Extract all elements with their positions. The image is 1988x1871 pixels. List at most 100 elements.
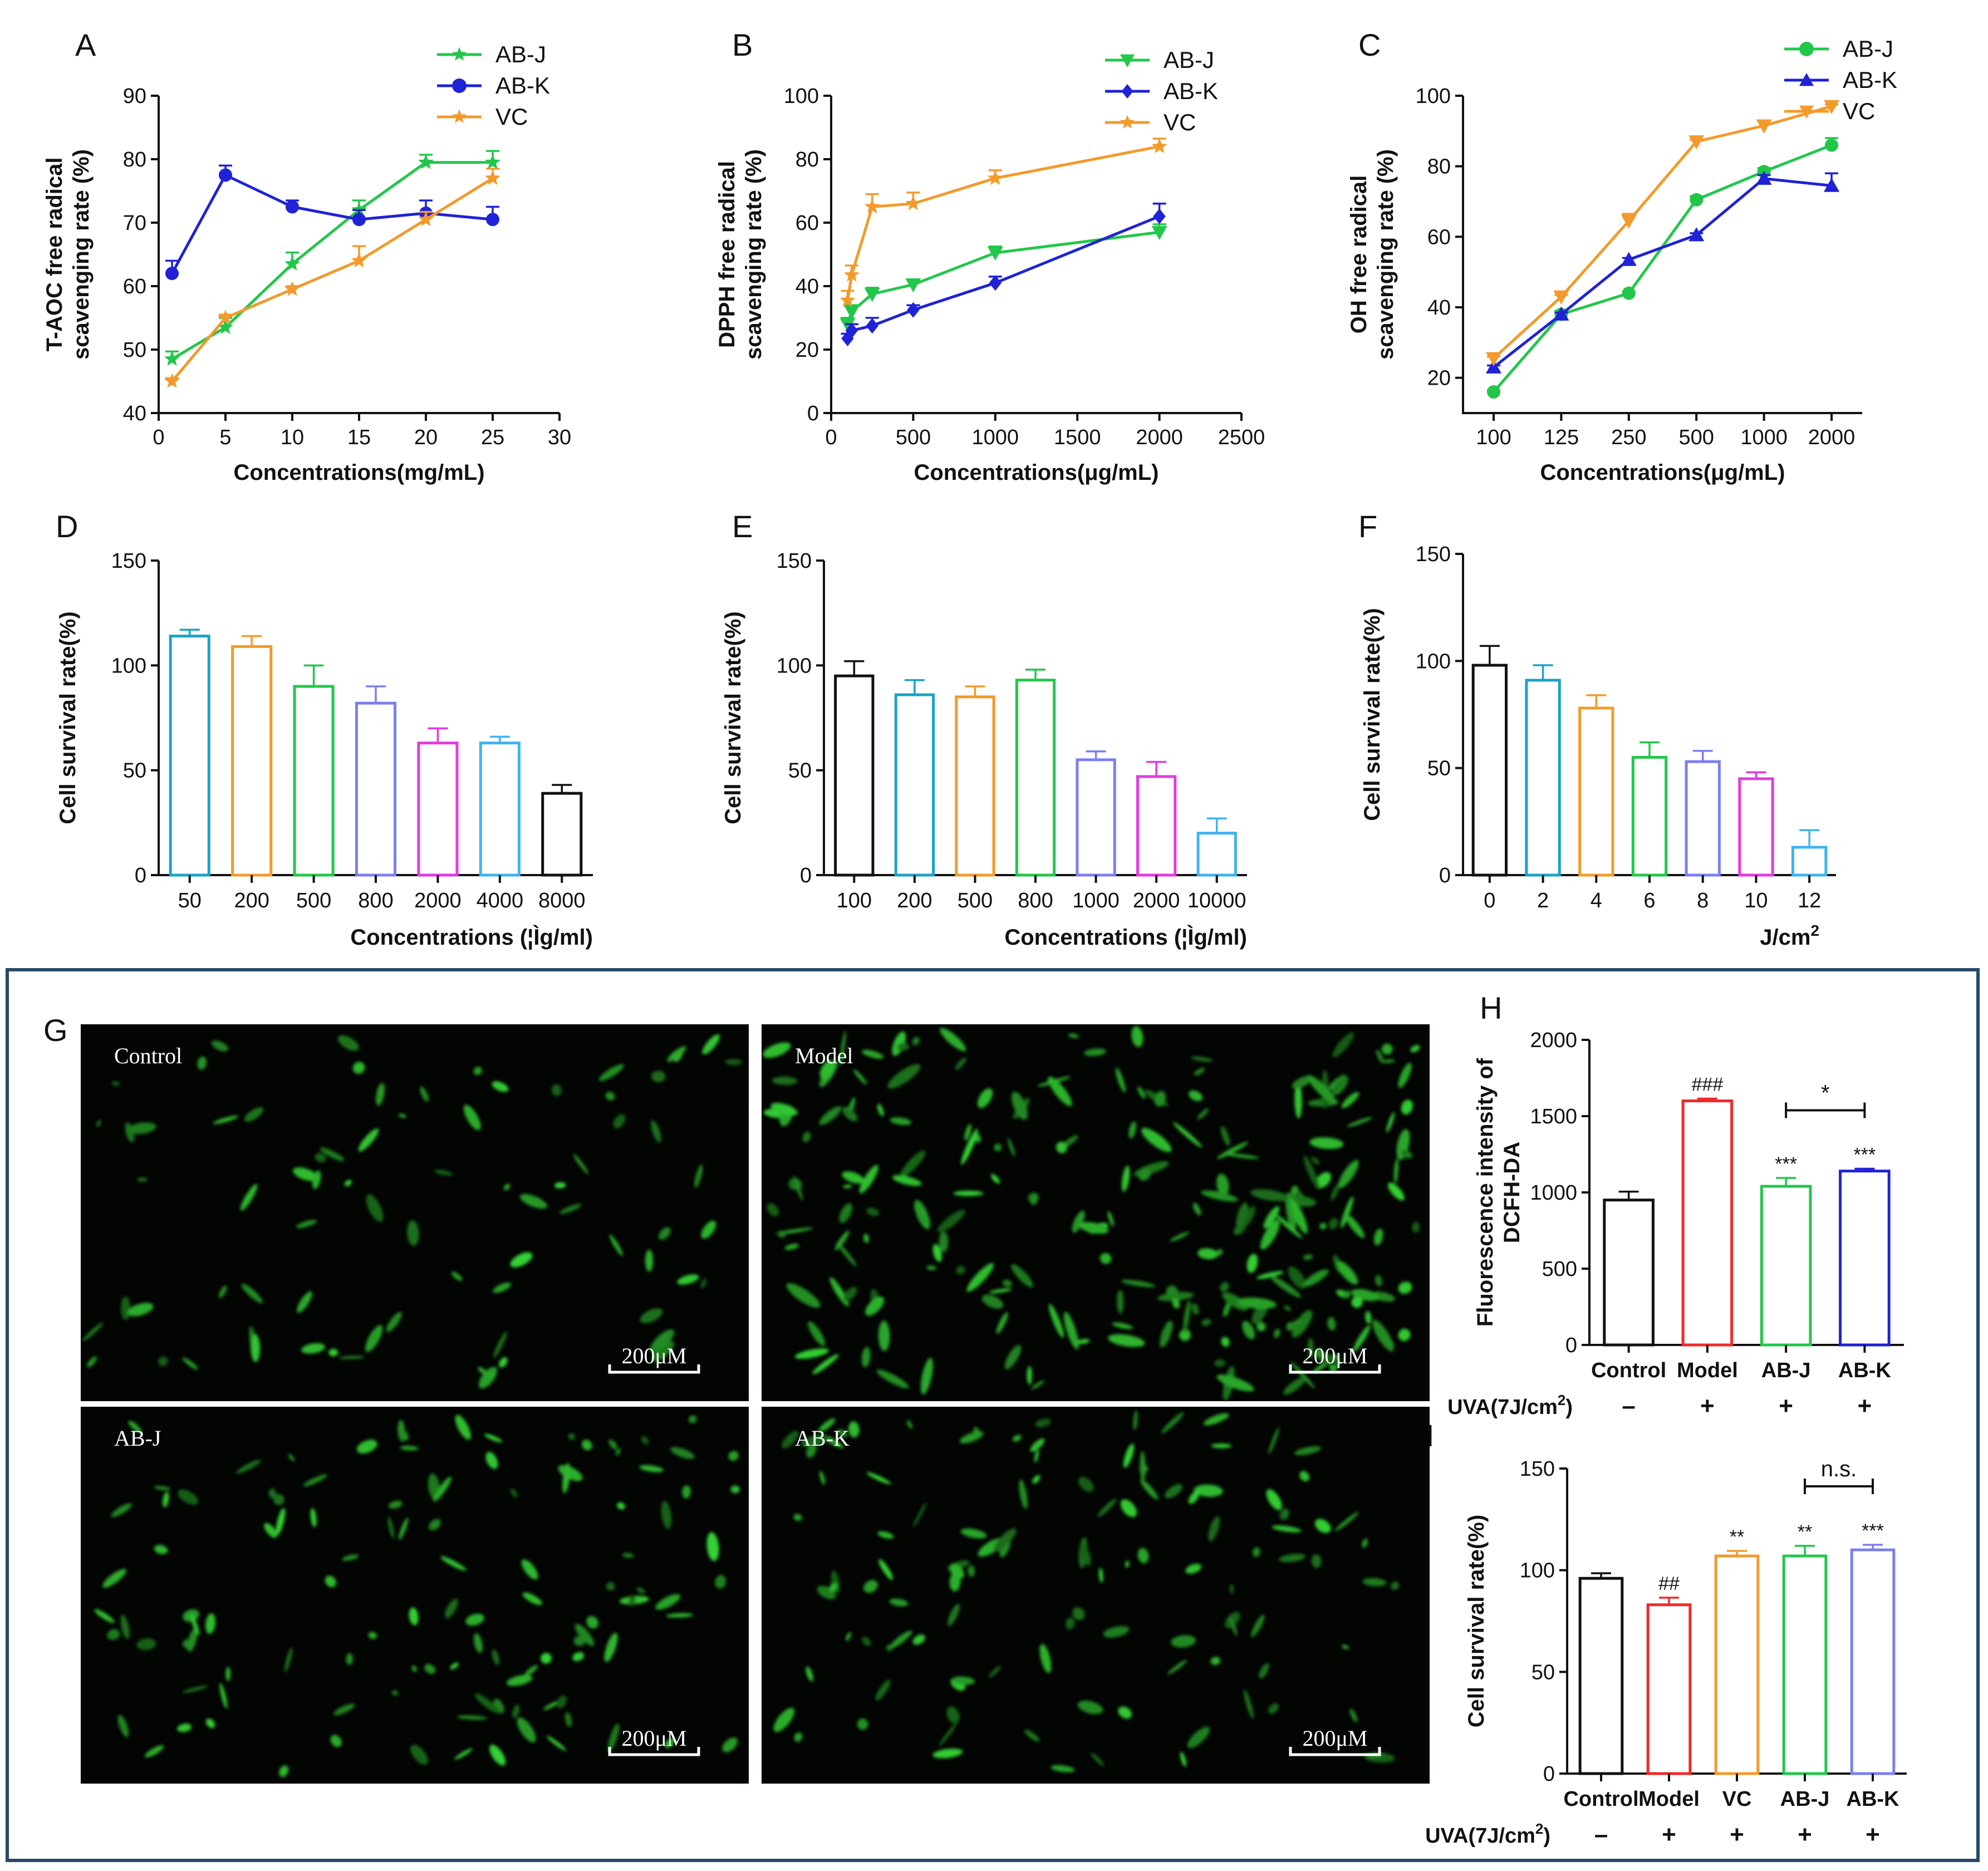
cell (846, 1632, 852, 1641)
cell (87, 1356, 97, 1368)
cell (819, 1471, 826, 1485)
cell (818, 1418, 836, 1432)
cell (914, 1200, 930, 1230)
y-tick-label: 20 (1427, 367, 1451, 390)
cell (268, 1489, 276, 1499)
y-tick-label: 100 (784, 85, 819, 108)
bar (1631, 755, 1668, 877)
uva-label-superscript: 2 (1558, 1392, 1565, 1408)
cell (1154, 1091, 1166, 1107)
cell (454, 1748, 473, 1760)
cell (1011, 1264, 1033, 1288)
cell (1012, 1435, 1022, 1442)
cell (1191, 1056, 1213, 1062)
cell (96, 1119, 101, 1128)
cell (866, 1207, 880, 1216)
bar (417, 741, 459, 877)
panel-label-g: G (43, 1013, 68, 1048)
x-axis-label: J/cm2 (1760, 922, 1819, 950)
legend-label: AB-K (1843, 67, 1897, 93)
series-ab-k (841, 203, 1166, 347)
panel-label: C (1358, 27, 1381, 62)
cell (1294, 1446, 1321, 1456)
y-tick-label: 1000 (1530, 1181, 1577, 1205)
cell (279, 1765, 289, 1777)
cell (366, 1194, 384, 1222)
y-tick-label: 100 (111, 654, 146, 677)
data-point (452, 78, 467, 93)
cell (1210, 1657, 1221, 1666)
cell (651, 1070, 666, 1083)
cell (702, 1034, 720, 1055)
cell (989, 1666, 1001, 1678)
data-point (1486, 359, 1501, 374)
cell (1133, 1410, 1138, 1431)
cell (1391, 1581, 1400, 1590)
cell (865, 1297, 885, 1316)
y-tick-label: 50 (1427, 757, 1451, 780)
cell (400, 1446, 419, 1451)
cell (1362, 1538, 1368, 1548)
x-tick-label: AB-K (1838, 1359, 1892, 1382)
data-point (351, 252, 367, 268)
x-tick-label: 10000 (1187, 889, 1246, 912)
cell (493, 1282, 512, 1293)
cell (1372, 1320, 1394, 1352)
data-point (1151, 138, 1167, 154)
cell (819, 1060, 835, 1079)
cell (661, 1501, 672, 1529)
y-tick-label: 50 (123, 759, 146, 783)
cell (411, 1665, 418, 1672)
scale-bar (608, 1747, 700, 1756)
cell (407, 1220, 419, 1246)
scale-bar-label: 200μM (621, 1726, 686, 1751)
panel-label: A (75, 27, 96, 62)
cell (1315, 1172, 1332, 1189)
y-tick-label: 70 (123, 212, 146, 235)
bar (169, 635, 210, 877)
scale-bar-label: 200μM (621, 1343, 686, 1368)
cell (493, 1331, 507, 1358)
cell (190, 1614, 200, 1636)
data-point (286, 200, 299, 214)
significance-mark: *** (1862, 1520, 1884, 1541)
y-tick-label: 100 (1416, 85, 1451, 108)
cell (1309, 1137, 1344, 1150)
cell (1019, 1479, 1028, 1509)
cell (1030, 1438, 1045, 1452)
uva-label-text: UVA(7J/cm (1447, 1396, 1558, 1419)
cell (451, 1271, 463, 1281)
x-tick-label: 50 (178, 889, 202, 912)
cell (794, 1348, 829, 1359)
cell (1194, 1484, 1223, 1497)
cell (543, 1701, 559, 1711)
cell (989, 1288, 1012, 1294)
cell (877, 1531, 894, 1539)
y-tick-label: 50 (123, 338, 146, 362)
cell (793, 1514, 802, 1521)
y-axis-label: scavenging rate (%) (69, 149, 94, 360)
cell (1188, 1490, 1200, 1504)
cell (276, 1507, 286, 1535)
cell (429, 1519, 441, 1531)
bar (1076, 758, 1116, 877)
cell (1216, 1173, 1229, 1196)
micrograph-ab-k: AB-K 200μM (762, 1407, 1430, 1784)
data-point (1799, 73, 1814, 86)
cell (981, 1294, 1004, 1309)
cell (948, 1603, 960, 1626)
cell (1351, 1297, 1363, 1308)
cell (946, 1706, 960, 1723)
y-tick-label: 100 (777, 654, 812, 677)
cell (541, 1653, 552, 1664)
cell (857, 1718, 868, 1730)
cell (912, 1634, 925, 1645)
cell (517, 1717, 536, 1743)
cell (767, 1203, 779, 1216)
cell (1197, 1248, 1218, 1260)
panel-label: E (732, 509, 753, 544)
y-tick-label: 0 (1543, 1762, 1555, 1786)
cell (866, 1472, 891, 1485)
x-tick-label: 500 (958, 889, 993, 912)
data-point (845, 322, 858, 338)
